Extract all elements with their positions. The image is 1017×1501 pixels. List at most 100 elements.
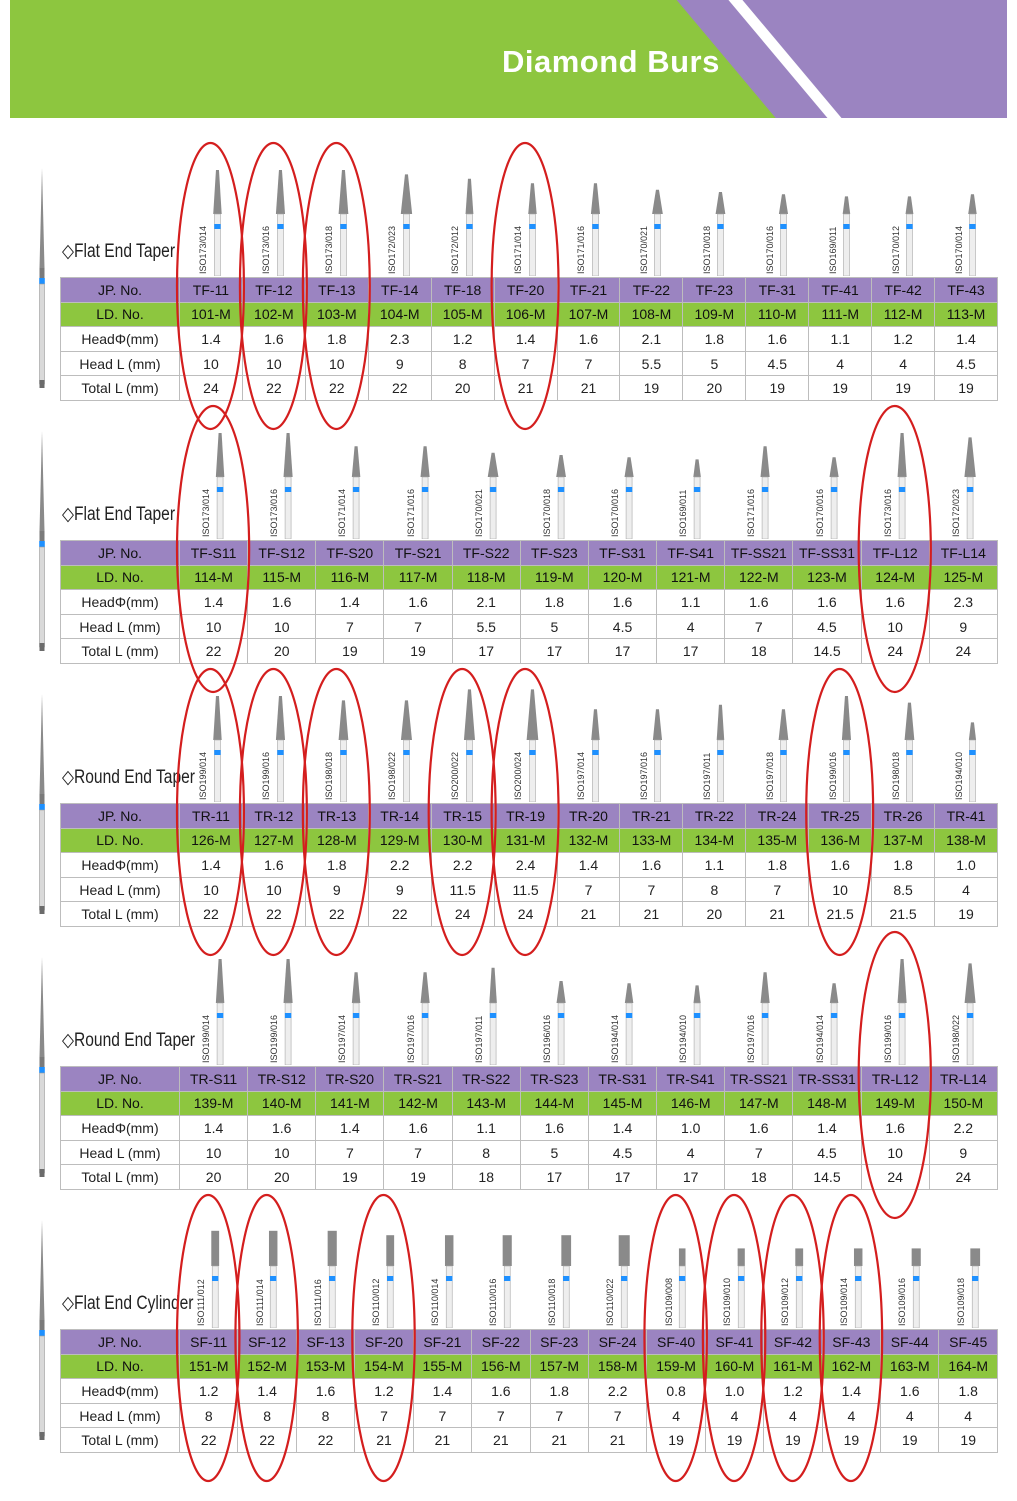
bur-icon	[693, 985, 701, 1065]
bur-item: ISO194/014	[588, 945, 656, 1065]
table-cell: 5	[519, 1139, 589, 1166]
table-cell: 107-M	[556, 301, 621, 328]
table-row-jp: JP. No. TR-S11 TR-S12 TR-S20 TR-S21 TR-S22 TR-…	[60, 1066, 998, 1092]
table-cell: TF-22	[619, 277, 684, 303]
table-row-ld: LD. No. 139-M 140-M 141-M 142-M 143-M 144-M 145…	[60, 1090, 998, 1117]
table-cell: TF-S23	[519, 540, 589, 566]
table-cell: 9	[928, 1139, 998, 1166]
bur-item: ISO111/014	[237, 1208, 295, 1328]
table-cell: 22	[178, 638, 249, 664]
table-cell: 21	[354, 1427, 414, 1453]
table-cell: 21	[412, 1427, 473, 1453]
bur-icon	[488, 967, 497, 1065]
table-cell: 1.6	[808, 852, 873, 878]
banner-purple-band	[672, 0, 1007, 118]
table-cell: 14.5	[792, 1164, 862, 1190]
bur-icon	[400, 700, 412, 802]
table-cell: 7	[724, 1139, 794, 1166]
row-label: HeadΦ(mm)	[60, 589, 180, 615]
table-cell: 153-M	[295, 1353, 356, 1380]
table-row-ld: LD. No. 114-M 115-M 116-M 117-M 118-M 119-M 120…	[60, 564, 998, 591]
table-cell: 117-M	[383, 564, 453, 591]
row-label: Head L (mm)	[60, 1139, 180, 1166]
table-row-head-dia: HeadΦ(mm) 1.4 1.6 1.8 2.3 1.2 1.4 1.6 2.1 1.8 1.6 1…	[60, 326, 998, 352]
table-cell: 17	[587, 638, 658, 664]
bur-section: ◇Flat End Taper ISO173/014 ISO173/016 ISO17…	[0, 404, 1017, 694]
bur-item: ISO172/012	[431, 156, 494, 276]
bur-icon	[338, 700, 349, 802]
bur-item: ISO109/008	[646, 1208, 704, 1328]
table-cell: TF-13	[304, 277, 369, 303]
table-cell: TR-14	[367, 803, 432, 829]
iso-label: ISO173/018	[324, 225, 335, 274]
row-label: LD. No.	[60, 827, 180, 854]
table-cell: 111-M	[808, 301, 873, 328]
bur-icon	[465, 178, 474, 276]
table-cell: 10	[860, 1139, 930, 1166]
table-cell: 7	[383, 613, 453, 640]
bur-icon	[760, 972, 770, 1065]
bur-item: ISO194/014	[793, 945, 861, 1065]
bur-icon	[560, 1235, 571, 1328]
iso-label: ISO198/022	[387, 751, 398, 800]
bur-icon	[556, 981, 566, 1065]
table-cell: 10	[241, 876, 306, 903]
table-cell: 149-M	[860, 1090, 930, 1117]
table-cell: 19	[880, 1427, 940, 1453]
table-cell: 7	[724, 613, 794, 640]
table-cell: 1.4	[934, 326, 998, 352]
table-cell: 132-M	[556, 827, 621, 854]
table-cell: 1.1	[451, 1115, 521, 1141]
bur-item: ISO110/016	[471, 1208, 529, 1328]
table-cell: TF-21	[556, 277, 621, 303]
table-cell: 19	[871, 375, 936, 401]
bur-item: ISO171/016	[384, 419, 452, 539]
bur-item: ISO197/016	[724, 945, 792, 1065]
row-label: Head L (mm)	[60, 1402, 180, 1429]
table-cell: SF-40	[646, 1329, 706, 1355]
bur-icon	[556, 455, 566, 539]
page-title: Diamond Burs	[502, 44, 720, 79]
table-cell: 145-M	[587, 1090, 658, 1117]
section-title: ◇Flat End Taper	[62, 241, 176, 262]
table-cell: 1.6	[860, 589, 930, 615]
table-cell: 22	[178, 1427, 239, 1453]
table-cell: 141-M	[315, 1090, 385, 1117]
bur-illustration-icon	[39, 1220, 45, 1440]
table-cell: 4	[821, 1402, 882, 1429]
table-row-head-l: Head L (mm) 10 10 9 9 11.5 11.5 7 7 8 7 10 8.5 4	[60, 876, 998, 903]
iso-label: ISO197/016	[638, 751, 649, 800]
table-cell: 133-M	[619, 827, 684, 854]
table-cell: 1.0	[656, 1115, 726, 1141]
table-row-head-l: Head L (mm) 8 8 8 7 7 7 7 7 4 4 4 4 4 4	[60, 1402, 998, 1429]
table-cell: 10	[304, 350, 369, 377]
row-label: Head L (mm)	[60, 613, 180, 640]
table-cell: 22	[237, 1427, 297, 1453]
bur-icon	[897, 959, 907, 1065]
bur-item: ISO170/021	[452, 419, 520, 539]
spec-table: JP. No. SF-11 SF-12 SF-13 SF-20 SF-21 SF-22 SF-…	[60, 1329, 998, 1453]
bur-illustration-icon	[39, 957, 45, 1177]
bur-icon	[624, 457, 634, 539]
iso-label: ISO111/016	[313, 1279, 324, 1326]
bur-section: ◇Round End Taper ISO199/014 ISO199/016 ISO1…	[0, 667, 1017, 957]
bur-item: ISO169/011	[656, 419, 724, 539]
table-cell: 22	[367, 901, 432, 927]
iso-label: ISO171/014	[337, 488, 348, 537]
table-cell: 156-M	[471, 1353, 531, 1380]
table-cell: 152-M	[237, 1353, 297, 1380]
row-label: Head L (mm)	[60, 350, 180, 377]
table-cell: 2.1	[619, 326, 684, 352]
table-cell: 110-M	[745, 301, 810, 328]
iso-label: ISO197/016	[405, 1014, 416, 1063]
bur-icon	[679, 1248, 686, 1328]
table-cell: SF-24	[587, 1329, 648, 1355]
table-cell: TR-S22	[451, 1066, 521, 1092]
table-cell: 158-M	[587, 1353, 648, 1380]
bur-strip: ISO111/012 ISO111/014 ISO111/016 ISO110/012…	[179, 1208, 997, 1328]
table-cell: 10	[178, 1139, 249, 1166]
bur-icon	[352, 972, 361, 1065]
table-cell: 146-M	[656, 1090, 726, 1117]
table-cell: 160-M	[704, 1353, 765, 1380]
bur-item: ISO110/022	[588, 1208, 646, 1328]
